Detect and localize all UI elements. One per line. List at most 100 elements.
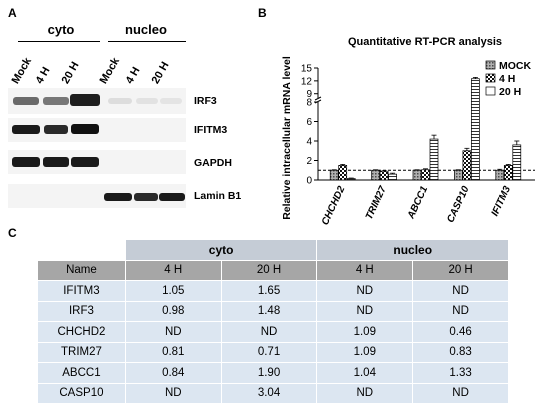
y-tick-label: 6 [306,117,312,128]
table-row: ABCC1 0.84 1.90 1.04 1.33 [37,362,509,384]
bar-20-h [429,138,439,181]
blot-gapdh [8,150,186,174]
bar-mock [412,169,422,181]
y-tick-label: 8 [306,98,312,109]
table-cell-name: CASP10 [37,382,126,404]
table-cell: 1.90 [220,362,318,384]
bar-4-h [338,165,348,181]
table-cell: ND [316,300,414,322]
table-cell: ND [412,382,509,404]
panel-c-label: C [8,226,17,240]
table-cell: ND [220,321,318,343]
bar-mock [495,169,505,181]
blot-ifitm3 [8,118,186,142]
lane-label: Mock [9,55,35,86]
y-tick-label: 4 [306,137,312,148]
table-column-header-row: Name 4 H 20 H 4 H 20 H [37,259,509,281]
panel-b-label: B [258,6,267,20]
lane-label: 20 H [59,59,82,86]
legend-label: 4 H [499,73,515,85]
bar-mock [454,169,463,181]
x-tick-label: TRIM27 [364,184,389,221]
lane-label: 20 H [149,59,172,86]
table-group-header: cyto [124,239,318,261]
table-cell: 1.65 [220,280,318,302]
protein-label: Lamin B1 [194,190,242,202]
legend-swatch-mock [485,60,496,70]
bar-4-h [503,165,513,181]
table-cell-name: ABCC1 [37,362,126,384]
protein-label: IRF3 [194,95,217,107]
table-column-header: Name [37,259,126,281]
table-row: TRIM27 0.81 0.71 1.09 0.83 [37,341,509,363]
table-group-header: nucleo [316,239,509,261]
table-cell: 1.48 [220,300,318,322]
table-column-header: 20 H [220,259,318,281]
table-cell: ND [316,280,414,302]
group-cyto-line [18,41,100,42]
table-cell: 0.83 [412,341,509,363]
table-cell: 3.04 [220,382,318,404]
lane-label: Mock [97,55,123,86]
table-cell: ND [412,280,509,302]
y-tick-label: 2 [306,156,312,167]
blot-lamin-b1 [8,184,186,208]
table-column-header: 20 H [412,259,509,281]
panel-a-label: A [8,6,17,20]
table-cell-name: IRF3 [37,300,126,322]
table-cell: 1.09 [316,341,414,363]
expression-table: cyto nucleo Name 4 H 20 H 4 H 20 H IFITM… [37,239,509,404]
protein-label: GAPDH [194,157,232,169]
table-cell: ND [412,300,509,322]
bar-4-h [379,170,389,181]
y-tick-label: 9 [306,89,312,100]
table-cell: ND [124,321,222,343]
table-cell-name: CHCHD2 [37,321,126,343]
x-tick-label: CHCHD2 [320,184,348,227]
table-cell: 0.98 [124,300,222,322]
table-cell: ND [316,382,414,404]
blot-irf3 [8,88,186,114]
axis-break-mark [314,96,322,101]
table-cell-name: IFITM3 [37,280,126,302]
table-row: CASP10 ND 3.04 ND ND [37,382,509,404]
x-tick-label: IFITM3 [490,184,514,218]
protein-label: IFITM3 [194,124,228,136]
table-cell: 0.71 [220,341,318,363]
table-cell: ND [124,382,222,404]
table-cell: 1.33 [412,362,509,384]
chart-y-axis-label: Relative intracellular mRNA level [281,56,293,220]
table-cell: 1.05 [124,280,222,302]
y-tick-label: 15 [301,64,313,75]
y-tick-label: 12 [301,76,313,87]
y-tick-label: 0 [306,176,312,187]
table-column-header: 4 H [316,259,414,281]
legend-swatch-20h [485,86,496,96]
legend-swatch-4h [485,73,496,83]
table-row: IFITM3 1.05 1.65 ND ND [37,280,509,302]
bar-20-h [512,144,522,181]
table-header-empty [37,239,126,261]
table-row: CHCHD2 ND ND 1.09 0.46 [37,321,509,343]
table-cell-name: TRIM27 [37,341,126,363]
table-cell: 1.09 [316,321,414,343]
table-row: IRF3 0.98 1.48 ND ND [37,300,509,322]
x-tick-label: ABCC1 [405,184,430,221]
table-group-header-row: cyto nucleo [37,239,509,261]
group-nucleo-line [108,41,186,42]
rt-pcr-chart: Quantitative RT-PCR analysis Relative in… [281,36,535,227]
legend-label: MOCK [499,60,531,72]
chart-title: Quantitative RT-PCR analysis [348,36,502,48]
bar-4-h [462,150,472,181]
bar-20-h [346,178,356,181]
bar-mock [329,169,339,181]
group-cyto-label: cyto [47,22,75,37]
legend-label: 20 H [499,86,521,98]
table-cell: 0.46 [412,321,509,343]
bar-20-h [388,173,397,181]
table-column-header: 4 H [124,259,222,281]
bar-mock [371,169,380,181]
group-nucleo-label: nucleo [125,22,167,37]
bar-20-h [471,78,480,181]
lane-label: 4 H [123,65,143,86]
